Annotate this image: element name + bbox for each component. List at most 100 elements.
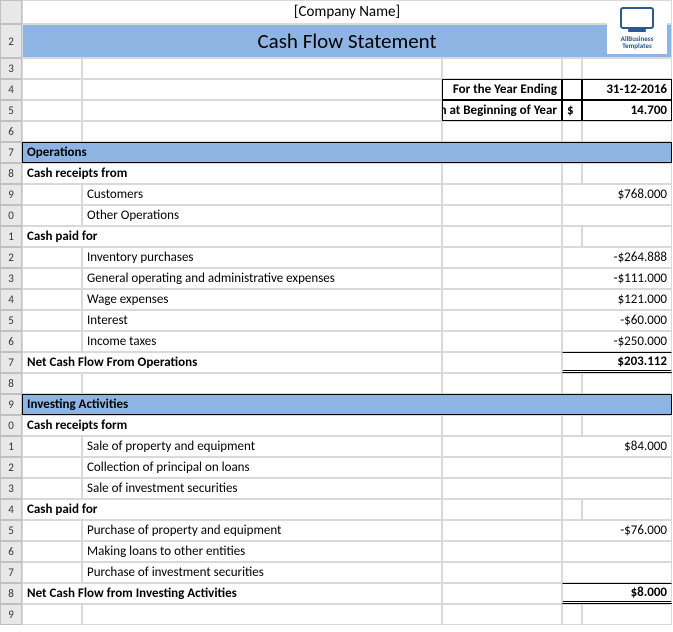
line-item-value[interactable] (562, 541, 672, 562)
cell-blank[interactable] (22, 478, 82, 499)
line-item-label[interactable]: General operating and administrative exp… (82, 268, 442, 289)
cell-blank[interactable] (442, 415, 562, 436)
line-item-value[interactable]: $121.000 (562, 289, 672, 310)
cell-blank[interactable] (22, 100, 82, 121)
line-item-label[interactable]: Making loans to other entities (82, 541, 442, 562)
line-item-label[interactable]: Sale of investment securities (82, 478, 442, 499)
cell-blank[interactable] (442, 247, 562, 268)
line-item-value[interactable]: -$76.000 (562, 520, 672, 541)
cell-blank[interactable] (22, 373, 82, 394)
row-header[interactable]: 8 (0, 373, 22, 394)
cell-blank[interactable] (582, 163, 672, 184)
cell-blank[interactable] (82, 58, 442, 79)
year-ending-label[interactable]: For the Year Ending (442, 79, 562, 100)
cell-blank[interactable] (442, 604, 562, 625)
cell-blank[interactable] (582, 121, 672, 142)
line-item-value[interactable]: -$111.000 (562, 268, 672, 289)
cell-blank[interactable] (562, 121, 582, 142)
cell-blank[interactable] (442, 583, 562, 604)
row-header[interactable]: 2 (0, 457, 22, 478)
row-header[interactable]: 9 (0, 184, 22, 205)
cell-blank[interactable] (442, 541, 562, 562)
line-item-label[interactable]: Purchase of property and equipment (82, 520, 442, 541)
net-investing-value[interactable]: $8.000 (562, 583, 672, 604)
cell-blank[interactable] (22, 310, 82, 331)
cell-blank[interactable] (442, 58, 562, 79)
receipts-header[interactable]: Cash receipts from (22, 163, 442, 184)
investing-header[interactable]: Investing Activities (22, 394, 672, 415)
cell-blank[interactable] (442, 499, 562, 520)
cell-blank[interactable] (82, 79, 442, 100)
cell-blank[interactable] (22, 205, 82, 226)
cell-blank[interactable] (582, 58, 672, 79)
row-header[interactable]: 6 (0, 121, 22, 142)
row-header[interactable]: 0 (0, 205, 22, 226)
cell-blank[interactable] (442, 478, 562, 499)
cell-blank[interactable] (442, 331, 562, 352)
line-item-value[interactable] (562, 478, 672, 499)
row-header[interactable] (0, 0, 22, 24)
row-header[interactable]: 6 (0, 331, 22, 352)
cell-blank[interactable] (22, 121, 82, 142)
row-header[interactable]: 1 (0, 226, 22, 247)
row-header[interactable]: 8 (0, 163, 22, 184)
statement-title[interactable]: Cash Flow Statement (22, 24, 672, 58)
row-header[interactable]: 4 (0, 289, 22, 310)
cell-blank[interactable] (442, 457, 562, 478)
cell-blank[interactable] (22, 289, 82, 310)
currency-symbol[interactable]: $ (562, 100, 582, 121)
cell-blank[interactable] (22, 604, 82, 625)
cell-blank[interactable] (22, 268, 82, 289)
cell-blank[interactable] (22, 562, 82, 583)
cell-blank[interactable] (22, 436, 82, 457)
cell-blank[interactable] (582, 415, 672, 436)
net-investing-label[interactable]: Net Cash Flow from Investing Activities (22, 583, 442, 604)
line-item-value[interactable]: -$250.000 (562, 331, 672, 352)
row-header[interactable]: 4 (0, 79, 22, 100)
line-item-label[interactable]: Other Operations (82, 205, 442, 226)
cell-blank[interactable] (82, 373, 442, 394)
cell-blank[interactable] (442, 184, 562, 205)
line-item-value[interactable]: $768.000 (562, 184, 672, 205)
cell-blank[interactable] (22, 58, 82, 79)
line-item-label[interactable]: Collection of principal on loans (82, 457, 442, 478)
cell-blank[interactable] (442, 163, 562, 184)
cell-blank[interactable] (442, 562, 562, 583)
line-item-value[interactable] (562, 562, 672, 583)
line-item-value[interactable] (562, 457, 672, 478)
cell-blank[interactable] (562, 415, 582, 436)
cell-blank[interactable] (442, 205, 562, 226)
cell-blank[interactable] (442, 520, 562, 541)
beginning-cash-value[interactable]: 14.700 (582, 100, 672, 121)
cell-blank[interactable] (562, 499, 582, 520)
net-operations-label[interactable]: Net Cash Flow From Operations (22, 352, 442, 373)
cell-blank[interactable] (562, 79, 582, 100)
cell-blank[interactable] (582, 226, 672, 247)
row-header[interactable]: 5 (0, 100, 22, 121)
line-item-label[interactable]: Customers (82, 184, 442, 205)
line-item-value[interactable] (562, 205, 672, 226)
cell-blank[interactable] (442, 289, 562, 310)
cell-blank[interactable] (22, 184, 82, 205)
receipts-header[interactable]: Cash receipts form (22, 415, 442, 436)
cell-blank[interactable] (22, 247, 82, 268)
line-item-label[interactable]: Sale of property and equipment (82, 436, 442, 457)
cell-blank[interactable] (82, 100, 442, 121)
line-item-label[interactable]: Interest (82, 310, 442, 331)
line-item-label[interactable]: Income taxes (82, 331, 442, 352)
row-header[interactable]: 7 (0, 142, 22, 163)
line-item-label[interactable]: Wage expenses (82, 289, 442, 310)
row-header[interactable]: 8 (0, 583, 22, 604)
cell-blank[interactable] (22, 79, 82, 100)
cell-blank[interactable] (442, 226, 562, 247)
operations-header[interactable]: Operations (22, 142, 672, 163)
row-header[interactable]: 1 (0, 436, 22, 457)
paid-header[interactable]: Cash paid for (22, 226, 442, 247)
cell-blank[interactable] (442, 373, 562, 394)
cell-blank[interactable] (22, 520, 82, 541)
cell-blank[interactable] (562, 604, 582, 625)
cell-blank[interactable] (562, 163, 582, 184)
line-item-value[interactable]: -$60.000 (562, 310, 672, 331)
beginning-cash-label[interactable]: Cash at Beginning of Year (442, 100, 562, 121)
cell-blank[interactable] (442, 352, 562, 373)
